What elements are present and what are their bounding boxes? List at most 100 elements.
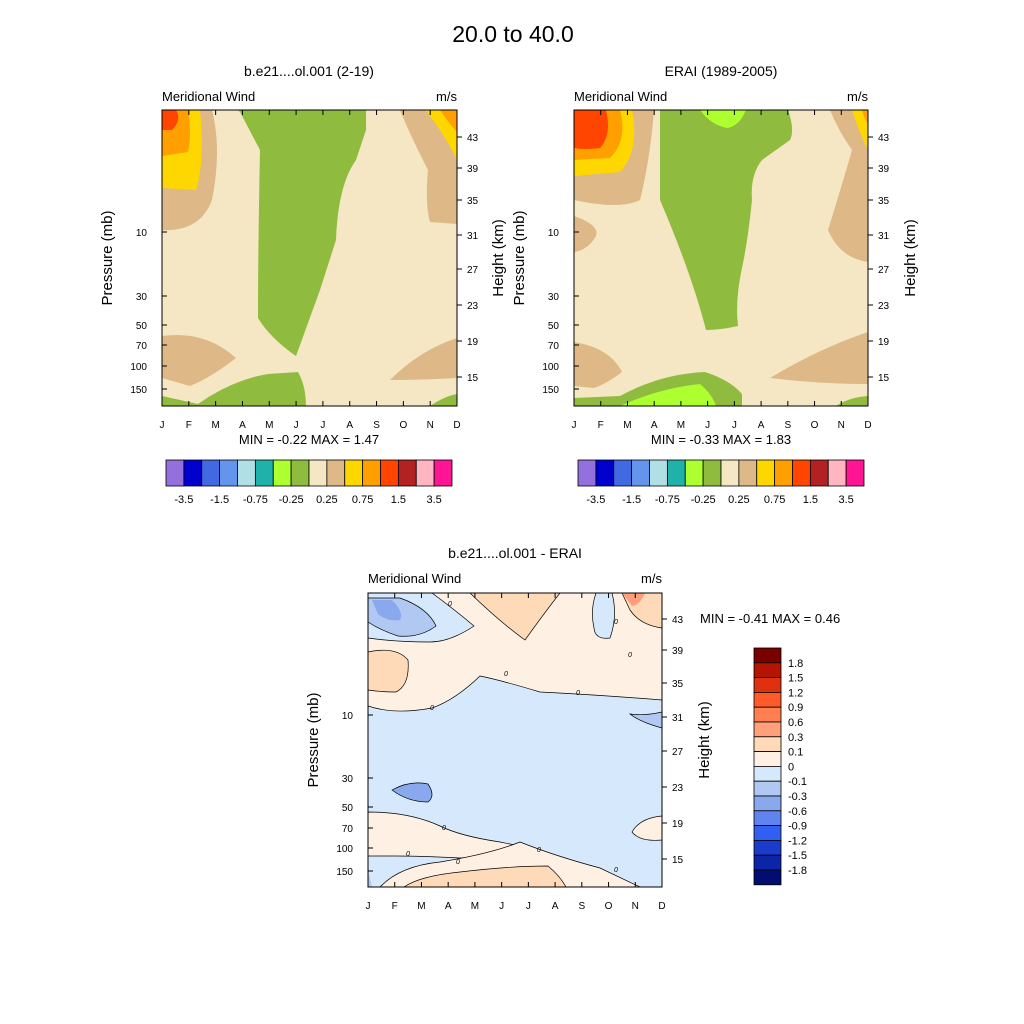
plot-frame	[161, 109, 458, 407]
pressure-tick-label: 50	[548, 321, 560, 332]
variable-label: Meridional Wind	[162, 89, 255, 104]
colorbar-label: -0.25	[279, 494, 304, 506]
colorbar-swatch	[809, 459, 829, 487]
colorbar-swatch	[753, 825, 782, 841]
min-max-readout: MIN = -0.33 MAX = 1.83	[651, 432, 791, 447]
y2-axis-title: Height (km)	[902, 219, 919, 297]
colorbar-label: 1.5	[391, 494, 406, 506]
pressure-tick-label: 30	[136, 292, 148, 303]
colorbar-swatch	[219, 459, 238, 487]
x-tick-label: A	[239, 420, 246, 431]
units-label: m/s	[847, 89, 868, 104]
height-tick-label: 27	[467, 265, 479, 276]
contour-label: 0	[456, 859, 460, 866]
contour-label: 0	[628, 652, 632, 659]
colorbar-label: 1.8	[788, 658, 803, 670]
region-upper-right-tan	[400, 110, 457, 224]
colorbar-swatch	[254, 459, 274, 487]
x-tick-label: A	[758, 420, 765, 431]
colorbar-swatch	[753, 692, 782, 708]
min-max-readout: MIN = -0.41 MAX = 0.46	[700, 611, 840, 626]
region-lower-left-tan	[162, 334, 236, 386]
variable-label: Meridional Wind	[368, 571, 461, 586]
y-axis-title: Pressure (mb)	[511, 210, 528, 305]
colorbar-swatch	[753, 780, 782, 797]
x-tick-label: D	[453, 420, 460, 431]
height-tick-label: 15	[467, 373, 479, 384]
colorbar: -3.5 -1.5 -0.75 -0.25 0.25 0.75 1.5 3.5	[577, 459, 865, 506]
panel-title: ERAI (1989-2005)	[665, 63, 778, 79]
colorbar-swatch	[272, 459, 292, 487]
units-label: m/s	[641, 571, 662, 586]
pressure-tick-label: 100	[336, 844, 353, 855]
region-upper-left-blue-core	[372, 600, 401, 621]
contour-label: 0	[576, 690, 580, 697]
height-tick-label: 39	[672, 646, 684, 657]
plot-frame	[573, 109, 869, 407]
region-bottom-right-green	[836, 396, 868, 406]
height-tick-label: 39	[467, 164, 479, 175]
colorbar-label: -3.5	[586, 494, 605, 506]
colorbar-swatch	[753, 721, 782, 738]
pressure-tick-label: 70	[342, 824, 354, 835]
y-axis-title: Pressure (mb)	[99, 210, 116, 305]
x-tick-label: S	[578, 901, 585, 912]
contour-labels: 0 0 0 0 0 0 0 0 0 0 0	[406, 601, 632, 874]
region-green-column	[238, 110, 366, 356]
x-tick-label: J	[366, 901, 371, 912]
axes: J F M A M J J A S O N D1030507010015043393531272319…	[511, 110, 919, 431]
x-tick-label: D	[658, 901, 665, 912]
pressure-tick-label: 10	[548, 228, 560, 239]
colorbar-label: 0.25	[728, 494, 749, 506]
colorbar-label: -1.5	[210, 494, 229, 506]
region-upper-right-orange	[862, 110, 868, 124]
x-tick-label: M	[417, 901, 425, 912]
axes: J F M A M J J A S O N D1030507010015043393531272319…	[99, 110, 507, 431]
axes: J F M A M J J A S O N D1030507010015043393531272319…	[305, 593, 713, 912]
x-tick-label: N	[427, 420, 434, 431]
colorbar-label: 0.6	[788, 717, 803, 729]
colorbar-swatch	[774, 459, 793, 487]
region-right-blue-wisp	[628, 711, 662, 729]
height-tick-label: 19	[672, 819, 684, 830]
colorbar-swatch	[753, 706, 782, 723]
y2-axis-title: Height (km)	[490, 219, 507, 297]
region-upper-left-red	[574, 110, 608, 149]
height-tick-label: 35	[878, 196, 890, 207]
colorbar-swatch	[702, 459, 722, 487]
colorbar-label: -0.9	[788, 821, 807, 833]
x-tick-label: D	[864, 420, 871, 431]
height-tick-label: 27	[878, 265, 890, 276]
colorbar-label: -0.25	[691, 494, 716, 506]
region-left-peach-lobe	[368, 649, 409, 693]
colorbar-swatch	[753, 854, 782, 871]
height-tick-label: 43	[467, 133, 479, 144]
x-tick-label: J	[160, 420, 165, 431]
colorbar-swatch	[666, 459, 686, 487]
x-tick-label: J	[572, 420, 577, 431]
colorbar-label: -1.8	[788, 865, 807, 877]
colorbar-swatch	[308, 459, 328, 487]
colorbar-swatch	[577, 459, 597, 487]
x-tick-label: A	[346, 420, 353, 431]
x-tick-label: A	[445, 901, 452, 912]
colorbar-swatch	[753, 662, 782, 678]
pressure-tick-label: 70	[136, 341, 148, 352]
region-bottom-left-sliver	[368, 870, 372, 887]
colorbar-label: 0.75	[764, 494, 785, 506]
contour-label: 0	[504, 671, 508, 678]
colorbar-label: -0.75	[243, 494, 268, 506]
height-tick-label: 15	[672, 855, 684, 866]
y-axis-title: Pressure (mb)	[305, 692, 322, 787]
region-lower-left-tan	[574, 342, 622, 388]
colorbar-swatch	[827, 459, 847, 487]
x-tick-label: O	[399, 420, 407, 431]
colorbar-swatch	[845, 459, 865, 487]
colorbar-swatch	[613, 459, 633, 487]
height-tick-label: 19	[878, 337, 890, 348]
colorbar-label: 0.25	[316, 494, 337, 506]
region-green-column	[660, 110, 793, 330]
pressure-tick-label: 150	[336, 867, 353, 878]
panel-title: b.e21....ol.001 (2-19)	[244, 63, 374, 79]
colorbar-swatch	[631, 459, 650, 487]
